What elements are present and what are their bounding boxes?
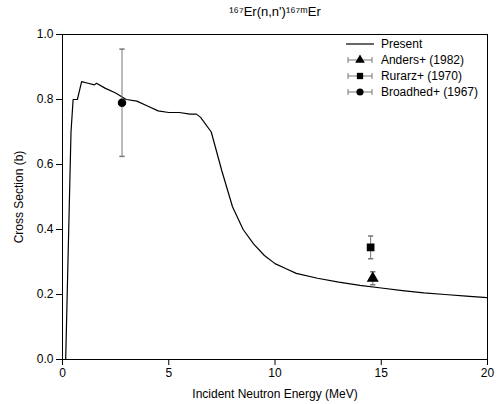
svg-text:Incident Neutron Energy (MeV): Incident Neutron Energy (MeV) (192, 387, 357, 401)
html-text:Rurarz+ (1970): Rurarz+ (1970) (380, 69, 462, 83)
svg-text:5: 5 (165, 366, 172, 380)
html-text:Present: Present (380, 37, 423, 51)
svg-text:0: 0 (59, 366, 66, 380)
svg-text:0.6: 0.6 (37, 157, 54, 171)
svg-text:20: 20 (481, 366, 495, 380)
svg-text:10: 10 (268, 366, 282, 380)
svg-text:0.4: 0.4 (37, 222, 54, 236)
svg-text:0.0: 0.0 (37, 352, 54, 366)
html-text:¹⁶⁷Er(n,n')¹⁶⁷ᵐEr: ¹⁶⁷Er(n,n')¹⁶⁷ᵐEr (229, 4, 321, 19)
svg-text:Cross Section (b): Cross Section (b) (12, 151, 26, 244)
svg-text:0.2: 0.2 (37, 287, 54, 301)
svg-text:15: 15 (375, 366, 389, 380)
svg-text:1.0: 1.0 (37, 27, 54, 41)
svg-text:0.8: 0.8 (37, 92, 54, 106)
html-text:Anders+ (1982): Anders+ (1982) (380, 53, 464, 67)
html-text:Broadhed+ (1967): Broadhed+ (1967) (380, 85, 478, 99)
